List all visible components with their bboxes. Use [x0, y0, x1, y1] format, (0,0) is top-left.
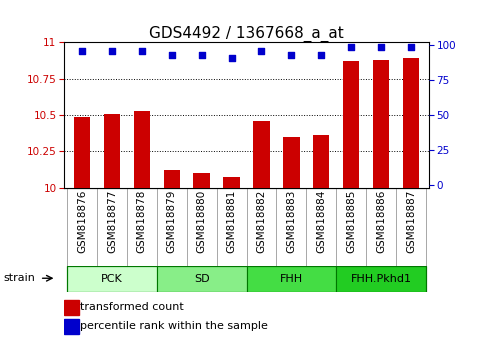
Title: GDS4492 / 1367668_a_at: GDS4492 / 1367668_a_at — [149, 26, 344, 42]
Bar — [74, 116, 90, 188]
Text: GSM818884: GSM818884 — [316, 190, 326, 253]
Text: GSM818878: GSM818878 — [137, 190, 147, 253]
Point — [108, 48, 116, 54]
Bar — [246, 266, 336, 292]
Point — [228, 55, 236, 61]
Point — [377, 44, 385, 50]
Point — [168, 52, 176, 58]
Text: GSM818887: GSM818887 — [406, 190, 416, 253]
Point — [138, 48, 146, 54]
Text: FHH.Pkhd1: FHH.Pkhd1 — [351, 274, 412, 284]
Bar — [157, 266, 246, 292]
Point — [317, 52, 325, 58]
Text: GSM818885: GSM818885 — [346, 190, 356, 253]
Text: SD: SD — [194, 274, 210, 284]
Text: GSM818876: GSM818876 — [77, 190, 87, 253]
Text: GSM818882: GSM818882 — [256, 190, 266, 253]
Bar — [134, 112, 150, 188]
Bar — [64, 319, 79, 334]
Bar — [164, 170, 180, 188]
Bar — [373, 60, 389, 188]
Text: GSM818877: GSM818877 — [107, 190, 117, 253]
Point — [198, 52, 206, 58]
Bar — [223, 177, 240, 188]
Text: GSM818879: GSM818879 — [167, 190, 177, 253]
Point — [257, 48, 265, 54]
Bar — [104, 114, 120, 188]
Point — [287, 52, 295, 58]
Text: GSM818881: GSM818881 — [227, 190, 237, 253]
Point — [78, 48, 86, 54]
Bar — [343, 61, 359, 188]
Bar — [403, 58, 419, 188]
Bar — [336, 266, 426, 292]
Bar — [67, 266, 157, 292]
Bar — [283, 137, 300, 188]
Text: PCK: PCK — [101, 274, 123, 284]
Text: GSM818886: GSM818886 — [376, 190, 386, 253]
Bar — [313, 135, 329, 188]
Point — [347, 44, 355, 50]
Text: GSM818883: GSM818883 — [286, 190, 296, 253]
Text: GSM818880: GSM818880 — [197, 190, 207, 253]
Text: strain: strain — [3, 273, 35, 283]
Bar — [193, 173, 210, 188]
Text: percentile rank within the sample: percentile rank within the sample — [80, 321, 268, 331]
Bar — [253, 121, 270, 188]
Bar — [64, 300, 79, 315]
Point — [407, 44, 415, 50]
Text: FHH: FHH — [280, 274, 303, 284]
Text: transformed count: transformed count — [80, 302, 184, 312]
